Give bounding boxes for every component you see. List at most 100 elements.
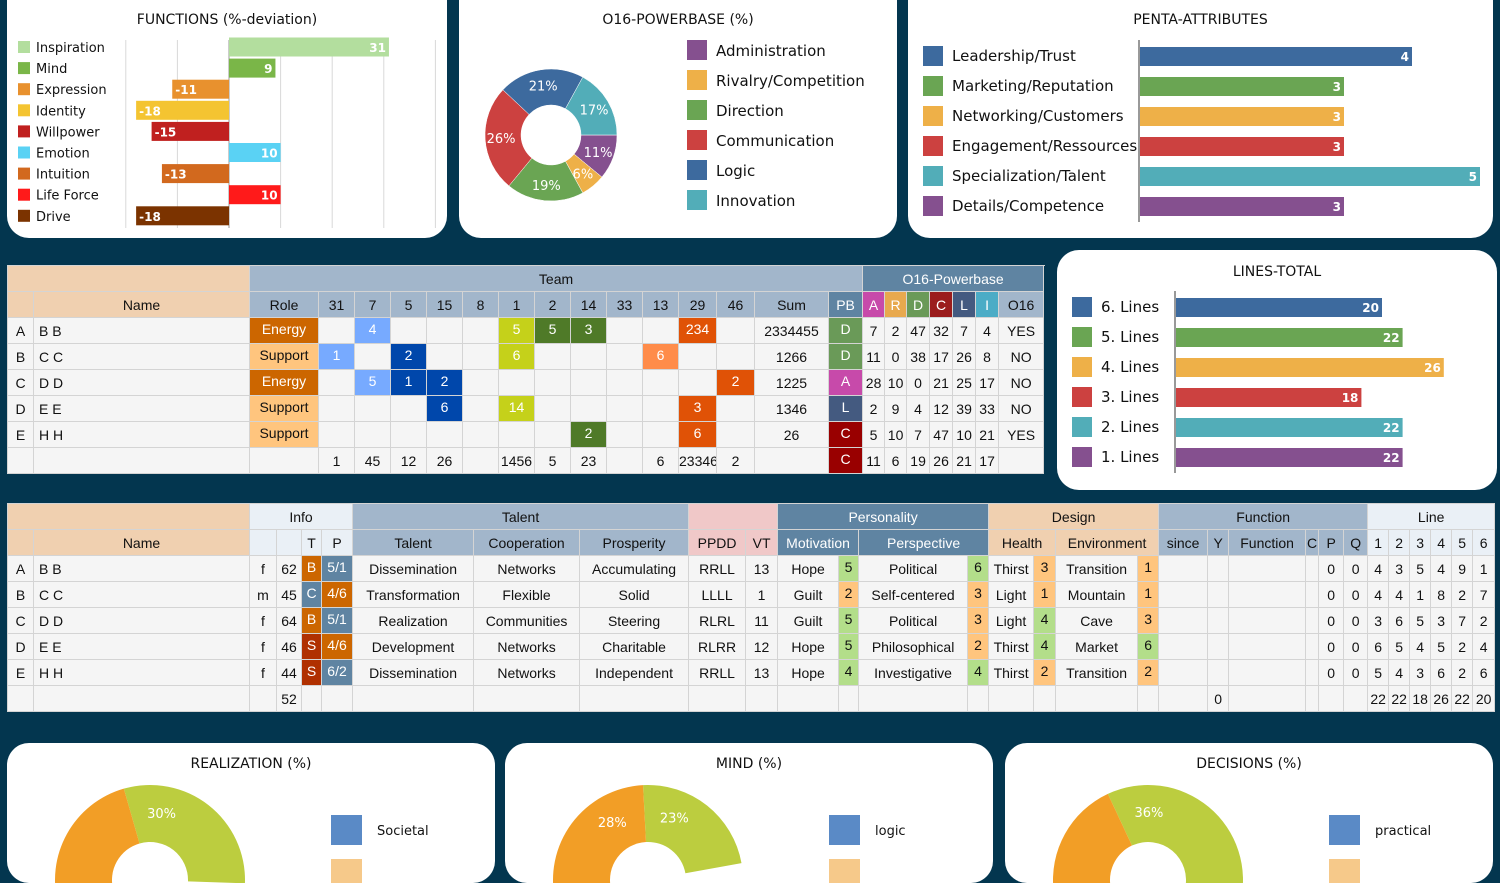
empty-cell [745,685,779,712]
bar [1140,107,1344,126]
gender: m [249,581,277,608]
fp: 0 [1318,581,1345,608]
pb-score: 12 [929,395,954,422]
y [1207,555,1230,582]
penta-chart: Leadership/Trust 4 Marketing/Reputation 3 Ne… [923,40,1480,222]
perspective-score: 3 [967,607,990,634]
member-name: D D [33,607,250,634]
total-cell: 6 [642,447,679,474]
empty-cell [1055,685,1139,712]
q: 0 [1343,633,1369,660]
o16-value: NO [998,343,1045,370]
age: 62 [276,555,302,582]
legend-label: logic [875,824,906,839]
talent: Dissemination [352,659,475,686]
pb-score: 10 [884,421,908,448]
team-cell [678,369,717,396]
y [1207,581,1230,608]
pb-score: 19 [906,447,931,474]
bar-value: -11 [175,83,197,97]
team-cell [570,343,607,370]
motivation-score: 2 [838,581,860,608]
column-header-member: 31 [318,291,355,318]
health-score: 4 [1033,633,1057,660]
lines-chart-card: LINES-TOTAL 6. Lines 20 5. Lines 22 4. Lines… [1057,250,1497,490]
pb-score: 7 [952,317,977,344]
legend-label: 1. Lines [1101,448,1159,466]
member-name: C C [33,581,250,608]
column-header-line: 1 [1367,529,1390,556]
donut-slice [643,785,742,874]
line-total: 22 [1388,685,1411,712]
bar [229,143,281,162]
donut-chart-card: MIND (%) 23% 28% logic [505,743,993,883]
column-header-member: 15 [426,291,463,318]
pb-score: 26 [929,447,954,474]
pb-badge: C [827,447,864,474]
empty-cell [1137,685,1160,712]
slice-label: 28% [598,816,627,831]
team-cell: 1 [318,343,355,370]
talent: Development [352,633,475,660]
pb-score: 47 [906,317,931,344]
donut-slice [123,785,245,883]
since [1158,581,1209,608]
functions-chart: Inspiration 31 Mind 9 Expression -11 Identity -… [18,37,436,228]
pb-score: 17 [929,343,954,370]
bar-value: 3 [1333,140,1341,154]
team-cell [390,395,427,422]
q: 0 [1343,555,1369,582]
donut-chart-card: REALIZATION (%) 30% Societal [7,743,495,883]
age: 64 [276,607,302,634]
since [1158,607,1209,634]
row-letter: A [7,555,34,582]
group-header-design: Design [988,503,1160,530]
donut-slice [1107,785,1243,883]
bar [1140,137,1344,156]
perspective-score: 2 [967,633,990,660]
slice-label: 17% [580,104,609,119]
age: 44 [276,659,302,686]
health: Light [988,581,1035,608]
perspective-score: 6 [967,555,990,582]
line-value: 6 [1472,659,1496,686]
bar [151,121,229,141]
legend-swatch [687,100,707,120]
functions-chart-title: FUNCTIONS (%-deviation) [136,12,318,28]
legend-label: Mind [36,62,67,77]
powerbase-chart-card: O16-POWERBASE (%) 11% Administration 6% Riv… [459,0,897,238]
q: 0 [1343,607,1369,634]
motivation-score: 5 [838,633,860,660]
team-cell [318,317,355,344]
empty-cell [301,685,322,712]
column-header-pb: PB [827,291,864,318]
empty-cell [1228,685,1307,712]
type-badge: B [301,607,322,634]
column-header-member: 1 [498,291,535,318]
team-cell: 6 [426,395,463,422]
legend-swatch [18,125,30,138]
team-cell [498,421,535,448]
c [1305,607,1320,634]
gender: f [249,607,277,634]
health-score: 3 [1033,555,1057,582]
line-value: 3 [1388,555,1411,582]
legend-label: 5. Lines [1101,328,1159,346]
team-table: Team O16-Powerbase Name Role 31 7 5 15 8 1 2 14 33 13… [7,265,1045,474]
column-header-line: 5 [1451,529,1474,556]
perspective-score: 3 [967,581,990,608]
pie-slice [565,76,618,136]
line-value: 7 [1451,607,1474,634]
legend-swatch [687,190,707,210]
o16-value: NO [998,395,1045,422]
